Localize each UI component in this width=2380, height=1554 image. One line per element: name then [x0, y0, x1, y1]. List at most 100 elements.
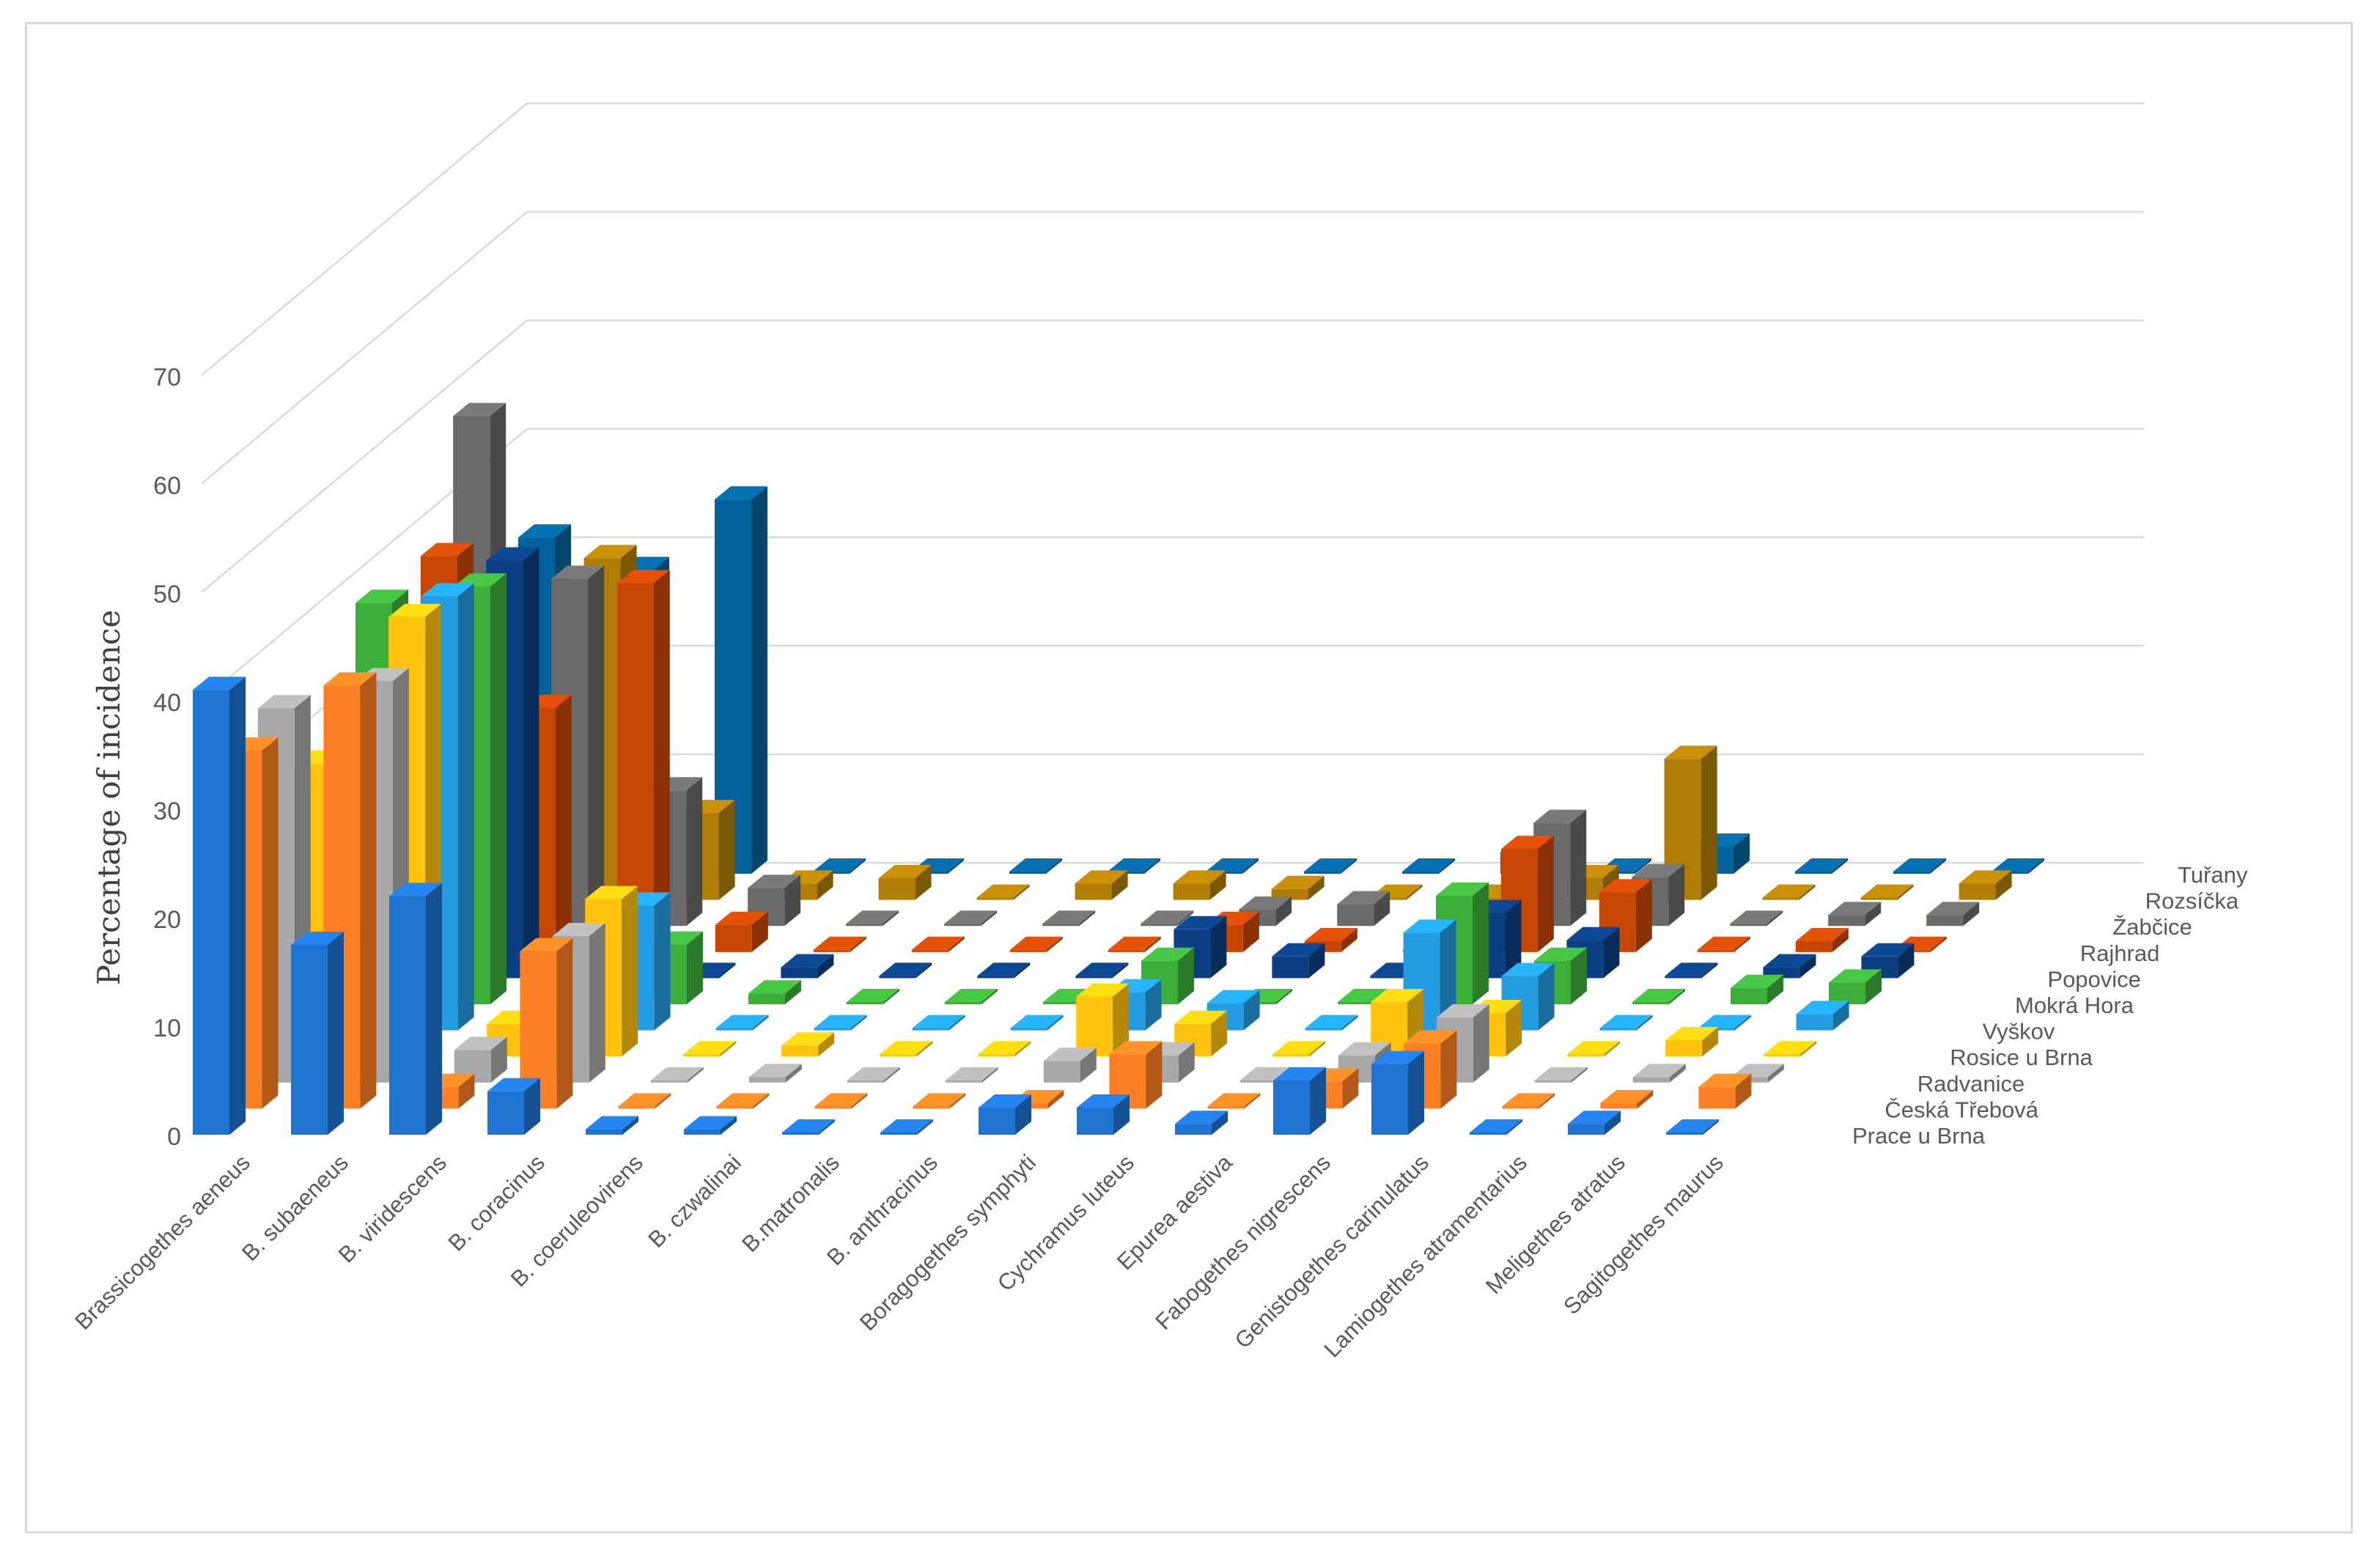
bar-side: [1668, 863, 1685, 927]
bar: [781, 1032, 835, 1057]
y-tick-label: 40: [153, 689, 181, 717]
bar-top: [583, 545, 637, 559]
bar-top: [1763, 954, 1816, 968]
bar: [715, 1014, 769, 1031]
bar-side: [1342, 1068, 1359, 1109]
bar-side: [1669, 989, 1685, 1004]
bar-side: [1212, 1111, 1228, 1135]
bar-side: [1146, 1041, 1163, 1109]
bar: [1959, 870, 2012, 900]
x-tick-label: Sagitogethes maurus: [1558, 1149, 1728, 1319]
bar-top: [1698, 1014, 1751, 1028]
bar-front: [1926, 915, 1964, 927]
bar: [814, 1093, 868, 1109]
bar-front: [1272, 1054, 1310, 1057]
bar-side: [1832, 1001, 1849, 1031]
gridline-depth: [201, 103, 528, 376]
bar-side: [1506, 1119, 1522, 1135]
bar-front: [1370, 976, 1407, 979]
bar-top: [748, 874, 801, 888]
bar-top: [1371, 989, 1424, 1003]
bar-top: [1502, 1093, 1555, 1107]
bar-side: [752, 1014, 769, 1031]
bar: [880, 1041, 933, 1057]
bar-front: [1600, 1103, 1637, 1109]
bar-front: [1010, 1028, 1047, 1031]
bar-top: [1273, 1067, 1326, 1080]
bar: [1632, 1064, 1686, 1083]
bar-side: [1505, 899, 1522, 979]
bar-top: [1665, 1027, 1719, 1040]
bar-front: [1698, 1086, 1736, 1109]
y-tick-label: 20: [153, 906, 181, 934]
bar: [1371, 1050, 1424, 1135]
bar-front: [1764, 1054, 1801, 1057]
bar-front: [879, 976, 916, 979]
bar: [1304, 858, 1357, 874]
bar-top: [748, 980, 801, 994]
bar: [847, 989, 899, 1004]
bar-top: [1534, 1067, 1588, 1080]
bar-top: [520, 938, 573, 951]
bar: [944, 910, 998, 927]
bar-side: [1014, 1041, 1031, 1057]
bar-front: [1337, 904, 1374, 927]
bar: [748, 980, 801, 1004]
bar-top: [389, 883, 442, 896]
bar-side: [917, 1119, 933, 1135]
bar-front: [1175, 1124, 1212, 1135]
bar-top: [1077, 1094, 1130, 1108]
bar: [1665, 962, 1718, 979]
bar-front: [1568, 1124, 1605, 1135]
bar-front: [715, 924, 752, 952]
bar-side: [1015, 1094, 1031, 1135]
bar-top: [586, 1116, 638, 1130]
bar-top: [518, 524, 571, 538]
bar-front: [945, 1002, 981, 1004]
series-label: Žabčice: [2112, 914, 2192, 940]
bar: [1076, 983, 1130, 1057]
bar: [1893, 858, 1946, 874]
chart-frame: 0 10 20 30 40 50 60 70 Brassicogethes aeneus B. …: [25, 22, 2353, 1533]
series-label: Mokrá Hora: [2015, 993, 2134, 1018]
bar-top: [1009, 858, 1062, 872]
bar-side: [1735, 1073, 1752, 1109]
bar-side: [622, 1116, 638, 1135]
bar-side: [751, 911, 768, 952]
bar-side: [490, 1036, 507, 1083]
bar-top: [781, 1032, 835, 1046]
bar-front: [913, 1106, 950, 1109]
bar-side: [718, 800, 735, 900]
bar-side: [981, 1067, 998, 1083]
bar-front: [880, 1133, 917, 1135]
bar: [976, 884, 1030, 900]
bar-side: [1439, 858, 1455, 874]
bar-side: [328, 932, 344, 1135]
bar: [1108, 936, 1161, 952]
bar-front: [1632, 1002, 1669, 1004]
bar: [1207, 1093, 1261, 1109]
bar: [1534, 1067, 1588, 1083]
bar: [878, 865, 932, 900]
bar-top: [388, 603, 442, 617]
bar-top: [782, 1119, 835, 1133]
bar-top: [1599, 1014, 1653, 1028]
bar-side: [229, 677, 246, 1135]
bar-side: [360, 672, 377, 1109]
bar-top: [1992, 858, 2044, 872]
bar-side: [1079, 910, 1096, 927]
bar-side: [1539, 1093, 1555, 1109]
bar-top: [1501, 962, 1555, 976]
bar: [813, 936, 866, 952]
bar-side: [1702, 1027, 1719, 1057]
bar-top: [814, 1014, 867, 1028]
bar: [977, 962, 1031, 979]
bar-side: [753, 1093, 770, 1109]
bar: [1796, 1001, 1849, 1031]
bar-front: [846, 924, 883, 927]
bar-top: [912, 1014, 965, 1028]
bar: [1698, 1073, 1752, 1109]
bar-side: [1080, 1047, 1097, 1083]
bar-top: [715, 1014, 769, 1028]
